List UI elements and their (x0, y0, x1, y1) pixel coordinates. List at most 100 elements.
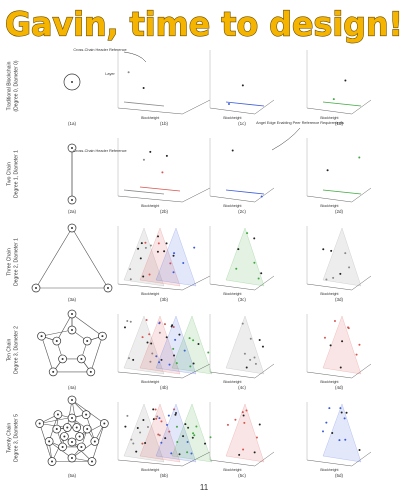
block-dot (207, 351, 210, 354)
layer-plane (139, 403, 181, 463)
block-dot (332, 98, 335, 101)
block-dot (163, 323, 166, 326)
block-dot (136, 427, 139, 430)
block-dot (164, 437, 167, 440)
block-dot (253, 237, 256, 240)
panel-axis (182, 187, 211, 203)
graph-node-dot (86, 340, 89, 343)
panel-caption: (5d) (335, 473, 344, 478)
block-dot (152, 408, 155, 411)
block-dot (189, 365, 192, 368)
layer-plane (225, 227, 265, 287)
block-dot (146, 425, 149, 428)
layer-plane (225, 403, 265, 463)
block-dot (152, 418, 155, 421)
block-dot (237, 248, 240, 251)
block-dot (158, 331, 161, 334)
block-dot (149, 150, 152, 153)
block-dot (241, 411, 244, 414)
panel-axis (254, 187, 275, 203)
panel-axis (351, 363, 372, 379)
block-dot (345, 411, 348, 414)
block-dot (148, 333, 151, 336)
block-dot (157, 235, 160, 238)
panel-axis (351, 451, 372, 467)
row-label: Two Chain (6, 162, 12, 186)
axis-label: Blockheight (223, 204, 241, 208)
panel-axis (182, 99, 211, 115)
block-dot (328, 407, 331, 410)
block-dot (182, 435, 185, 438)
block-dot (172, 325, 175, 328)
axis-label: Blockheight (141, 116, 159, 120)
graph-node-dot (71, 227, 73, 229)
graph-edge (90, 336, 103, 372)
block-dot (148, 273, 151, 276)
block-dot (322, 248, 325, 251)
block-dot (129, 320, 132, 323)
block-dot (258, 338, 261, 341)
block-dot (126, 320, 129, 323)
block-dot (128, 357, 131, 360)
panel-caption: (3c) (238, 297, 246, 302)
panel-axis (306, 107, 352, 115)
layer-plane (139, 227, 181, 287)
block-dot (344, 438, 347, 441)
block-dot (174, 338, 177, 341)
panel-caption: (2c) (238, 209, 246, 214)
axis-label: Blockheight (141, 292, 159, 296)
axis-label: Blockheight (320, 468, 338, 472)
block-dot (254, 362, 257, 365)
axis-label: Blockheight (320, 116, 338, 120)
panel-axis (182, 451, 211, 467)
block-dot (184, 423, 187, 426)
graph-node-dot (38, 422, 41, 425)
annotation-arrow (271, 127, 301, 151)
axis-label: Blockheight (223, 292, 241, 296)
layer-plane (171, 403, 213, 463)
graph-node-dot (55, 428, 58, 431)
panel-axis (209, 459, 255, 467)
block-dot (126, 414, 129, 417)
row-sublabel: Degree 2, Diameter 1 (13, 238, 19, 286)
block-dot (339, 366, 342, 369)
annotation: Layer (105, 72, 115, 76)
block-dot (193, 434, 196, 437)
panel-axis (117, 283, 183, 291)
panel-axis (254, 99, 275, 115)
block-dot (171, 324, 174, 327)
panel-axis (351, 99, 372, 115)
graph-node-dot (70, 441, 73, 443)
graph-edge (41, 336, 54, 372)
block-dot (155, 355, 158, 358)
panel-axis (306, 371, 352, 379)
graph-node-dot (93, 440, 96, 443)
panel-axis (209, 283, 255, 291)
block-dot (241, 84, 244, 87)
graph-caption: (4a) (68, 385, 77, 390)
block-dot (142, 419, 145, 422)
graph-node-dot (40, 335, 43, 338)
panel-axis (117, 107, 183, 115)
block-dot (344, 252, 347, 255)
block-dot (156, 415, 159, 418)
block-dot (246, 232, 249, 235)
panel-axis (117, 459, 183, 467)
block-dot (227, 102, 230, 105)
block-dot (253, 261, 256, 264)
row-label: Three Chain (6, 248, 12, 276)
panel-axis (209, 107, 255, 115)
block-dot (158, 361, 161, 364)
block-dot (144, 241, 147, 244)
block-dot (243, 421, 246, 424)
block-dot (173, 408, 176, 411)
row-label: Twenty Chain (6, 423, 12, 454)
block-dot (124, 425, 127, 428)
graph-node-dot (55, 340, 58, 343)
block-dot (333, 320, 336, 323)
layer-plane (322, 315, 362, 375)
block-dot (163, 250, 166, 253)
panel-caption: (3d) (335, 297, 344, 302)
block-dot (139, 431, 142, 434)
annotation: Angel Edge Enabling Peer Reference Requi… (256, 121, 344, 125)
